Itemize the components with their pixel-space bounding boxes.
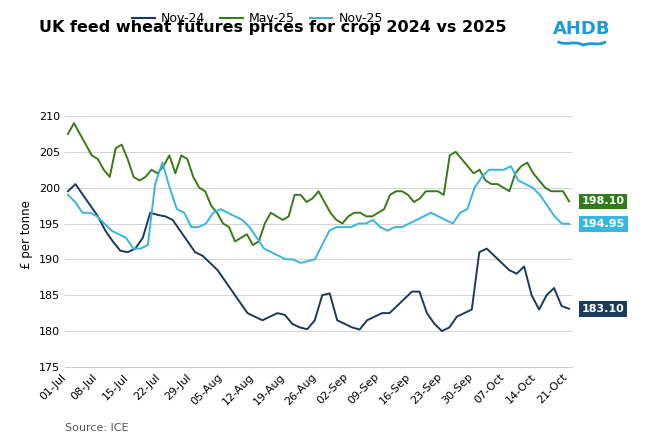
Nov-25 [188,225,196,230]
Text: UK feed wheat futures prices for crop 2024 vs 2025: UK feed wheat futures prices for crop 20… [39,20,507,35]
Nov-24 [520,264,528,269]
May-25 [70,121,78,126]
May-25 [326,210,334,215]
Legend: Nov-24, May-25, Nov-25: Nov-24, May-25, Nov-25 [127,7,388,30]
Nov-25 [296,260,304,266]
May-25 [225,225,233,230]
Nov-24 [408,289,416,294]
May-25 [243,232,251,237]
Nov-25 [224,210,231,215]
May-25 [219,221,227,226]
May-25 [249,242,257,248]
Text: AHDB: AHDB [553,20,610,38]
Text: 183.10: 183.10 [582,304,625,314]
Line: May-25: May-25 [68,123,569,245]
Nov-24 [475,250,483,255]
Nov-24 [438,328,446,334]
Y-axis label: £ per tonne: £ per tonne [20,200,33,269]
May-25 [153,171,161,176]
Nov-25 [354,221,362,226]
May-25 [547,189,555,194]
Nov-24 [565,306,573,312]
May-25 [565,198,573,204]
Nov-24 [430,321,438,327]
Text: 194.95: 194.95 [582,219,625,229]
Nov-25 [282,257,290,262]
Nov-25 [507,164,515,169]
Nov-24 [535,307,543,312]
Nov-24 [64,189,72,194]
Nov-24 [528,293,536,298]
Nov-25 [565,221,573,226]
Text: 198.10: 198.10 [582,196,625,206]
Nov-25 [64,192,72,198]
Text: Source: ICE: Source: ICE [65,423,129,433]
Line: Nov-24: Nov-24 [68,184,569,331]
Nov-25 [159,160,166,165]
Nov-24 [72,181,79,187]
Line: Nov-25: Nov-25 [68,163,569,263]
May-25 [64,131,72,137]
Nov-25 [129,246,137,251]
